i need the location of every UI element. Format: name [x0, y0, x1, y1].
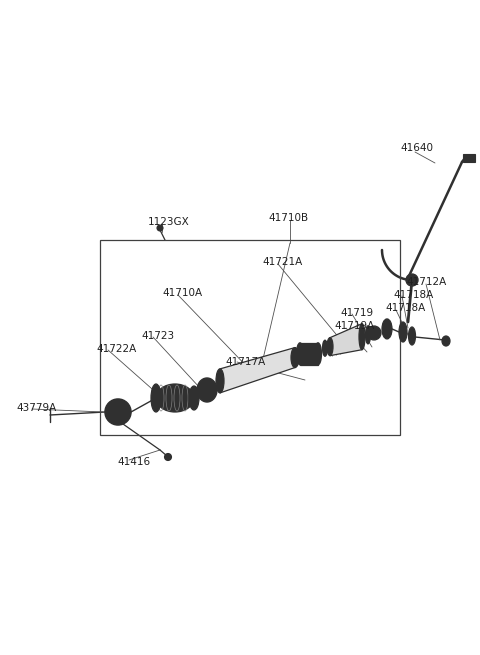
Bar — [300, 343, 318, 365]
Ellipse shape — [297, 343, 303, 365]
Text: 41710A: 41710A — [162, 288, 202, 298]
Text: 41719: 41719 — [340, 308, 373, 318]
Ellipse shape — [216, 369, 224, 393]
Ellipse shape — [189, 386, 199, 410]
Ellipse shape — [156, 384, 194, 412]
Ellipse shape — [291, 348, 299, 367]
Text: 1123GX: 1123GX — [148, 217, 190, 227]
Text: 41416: 41416 — [117, 457, 150, 467]
Ellipse shape — [323, 340, 327, 356]
Circle shape — [111, 405, 125, 419]
Ellipse shape — [151, 384, 161, 412]
Ellipse shape — [197, 378, 217, 402]
Text: 41723: 41723 — [141, 331, 174, 341]
Circle shape — [165, 453, 171, 460]
Circle shape — [409, 277, 415, 283]
Bar — [463, 154, 475, 162]
Ellipse shape — [314, 343, 322, 365]
Circle shape — [105, 399, 131, 425]
Ellipse shape — [327, 338, 333, 356]
Text: 41721A: 41721A — [262, 257, 302, 267]
Text: 41717A: 41717A — [225, 357, 265, 367]
Ellipse shape — [399, 322, 407, 342]
Ellipse shape — [359, 324, 365, 350]
Text: 41718A: 41718A — [385, 303, 425, 313]
Circle shape — [157, 225, 163, 231]
Ellipse shape — [442, 336, 450, 346]
Text: 41710B: 41710B — [268, 213, 308, 223]
Ellipse shape — [201, 382, 213, 398]
Bar — [100, 240, 400, 435]
Text: 41718A: 41718A — [393, 290, 433, 300]
Text: 41640: 41640 — [400, 143, 433, 153]
Circle shape — [406, 274, 418, 286]
Ellipse shape — [365, 326, 371, 344]
Polygon shape — [330, 324, 362, 356]
Ellipse shape — [408, 327, 416, 345]
Text: 41722A: 41722A — [96, 344, 136, 354]
Ellipse shape — [382, 319, 392, 339]
Text: 41719A: 41719A — [334, 321, 374, 331]
Text: 43779A: 43779A — [16, 403, 56, 413]
Polygon shape — [220, 348, 295, 393]
Circle shape — [367, 326, 381, 340]
Text: 41712A: 41712A — [406, 277, 446, 287]
